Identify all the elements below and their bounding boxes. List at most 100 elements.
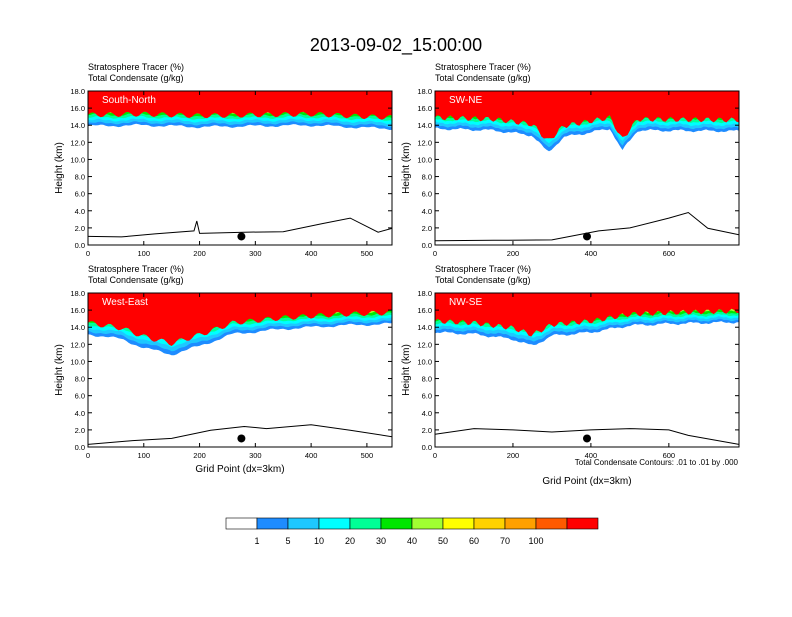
- y-tick-label: 18.0: [70, 289, 85, 298]
- y-tick-label: 6.0: [422, 190, 432, 199]
- y-tick-label: 12.0: [417, 340, 432, 349]
- colorbar-label: 40: [407, 536, 417, 546]
- y-tick-label: 12.0: [417, 138, 432, 147]
- panel-title-condensate: Total Condensate (g/kg): [88, 73, 184, 83]
- panel-west-east: Stratosphere Tracer (%)Total Condensate …: [54, 264, 393, 475]
- y-tick-label: 0.0: [422, 443, 432, 452]
- panels: Stratosphere Tracer (%)Total Condensate …: [54, 62, 740, 487]
- panel-south-north: Stratosphere Tracer (%)Total Condensate …: [54, 62, 393, 258]
- colorbar-label: 20: [345, 536, 355, 546]
- y-tick-label: 0.0: [75, 443, 85, 452]
- x-tick-label: 100: [138, 249, 151, 258]
- panel-nw-se: Stratosphere Tracer (%)Total Condensate …: [401, 264, 740, 487]
- tracer-band-100: [88, 91, 392, 120]
- y-tick-label: 14.0: [417, 121, 432, 130]
- panel-title-condensate: Total Condensate (g/kg): [435, 275, 531, 285]
- y-tick-label: 0.0: [75, 241, 85, 250]
- colorbar-label: 5: [285, 536, 290, 546]
- colorbar-swatch: [349, 517, 382, 530]
- panel-label: SW-NE: [449, 95, 482, 106]
- colorbar-label: 50: [438, 536, 448, 546]
- panel-label: South-North: [102, 95, 156, 106]
- y-tick-label: 6.0: [75, 392, 85, 401]
- colorbar-swatch: [566, 517, 599, 530]
- y-tick-label: 4.0: [422, 409, 432, 418]
- y-tick-label: 0.0: [422, 241, 432, 250]
- x-tick-label: 0: [433, 249, 437, 258]
- panel-title-tracer: Stratosphere Tracer (%): [88, 62, 184, 72]
- x-tick-label: 600: [663, 451, 676, 460]
- colorbar-swatch: [411, 517, 444, 530]
- x-tick-label: 400: [585, 451, 598, 460]
- panel-title-condensate: Total Condensate (g/kg): [88, 275, 184, 285]
- x-axis-label: Grid Point (dx=3km): [542, 476, 631, 487]
- colorbar-label: 70: [500, 536, 510, 546]
- y-tick-label: 10.0: [70, 155, 85, 164]
- figure-title: 2013-09-02_15:00:00: [310, 35, 482, 56]
- location-marker: [237, 232, 246, 241]
- panel-label: West-East: [102, 297, 148, 308]
- x-tick-label: 300: [249, 249, 262, 258]
- tracer-field: [435, 91, 739, 242]
- colorbar-swatch: [504, 517, 537, 530]
- x-tick-label: 200: [193, 451, 206, 460]
- y-tick-label: 12.0: [70, 340, 85, 349]
- colorbar-label: 100: [528, 536, 543, 546]
- terrain-line: [435, 428, 739, 445]
- tracer-field: [435, 293, 739, 445]
- y-axis-label: Height (km): [54, 344, 65, 396]
- x-tick-label: 300: [249, 451, 262, 460]
- y-tick-label: 6.0: [422, 392, 432, 401]
- colorbar-swatch: [225, 517, 258, 530]
- panel-title-tracer: Stratosphere Tracer (%): [435, 264, 531, 274]
- plot-frame: [87, 90, 393, 246]
- colorbar-swatch: [442, 517, 475, 530]
- y-tick-label: 2.0: [422, 224, 432, 233]
- y-axis-label: Height (km): [401, 344, 412, 396]
- colorbar-label: 1: [254, 536, 259, 546]
- y-tick-label: 8.0: [75, 375, 85, 384]
- y-tick-label: 6.0: [75, 190, 85, 199]
- tracer-field: [88, 293, 392, 445]
- colorbar-swatch: [473, 517, 506, 530]
- x-tick-label: 400: [305, 249, 318, 258]
- plot-frame: [434, 90, 740, 246]
- panel-title-tracer: Stratosphere Tracer (%): [435, 62, 531, 72]
- colorbar-label: 30: [376, 536, 386, 546]
- y-axis-label: Height (km): [401, 142, 412, 194]
- y-tick-label: 18.0: [417, 87, 432, 96]
- colorbar-swatch: [256, 517, 289, 530]
- x-tick-label: 600: [663, 249, 676, 258]
- y-tick-label: 10.0: [417, 357, 432, 366]
- y-tick-label: 2.0: [75, 224, 85, 233]
- location-marker: [583, 232, 591, 241]
- x-tick-label: 200: [193, 249, 206, 258]
- terrain-line: [88, 424, 392, 445]
- y-tick-label: 8.0: [422, 173, 432, 182]
- y-tick-label: 16.0: [417, 306, 432, 315]
- y-tick-label: 4.0: [422, 207, 432, 216]
- x-tick-label: 200: [507, 451, 520, 460]
- y-axis-label: Height (km): [54, 142, 65, 194]
- tracer-field: [88, 91, 392, 238]
- location-marker: [583, 434, 591, 443]
- y-tick-label: 10.0: [70, 357, 85, 366]
- x-axis-label: Grid Point (dx=3km): [195, 464, 284, 475]
- colorbar-label: 10: [314, 536, 324, 546]
- y-tick-label: 18.0: [417, 289, 432, 298]
- y-tick-label: 4.0: [75, 409, 85, 418]
- y-tick-label: 10.0: [417, 155, 432, 164]
- colorbar: 1 5 10 20 30 40 50 60 70 100: [225, 517, 599, 546]
- colorbar-swatch: [535, 517, 568, 530]
- y-tick-label: 16.0: [417, 104, 432, 113]
- y-tick-label: 4.0: [75, 207, 85, 216]
- y-tick-label: 2.0: [422, 426, 432, 435]
- y-tick-label: 8.0: [75, 173, 85, 182]
- y-tick-label: 16.0: [70, 104, 85, 113]
- y-tick-label: 2.0: [75, 426, 85, 435]
- y-tick-label: 12.0: [70, 138, 85, 147]
- panel-label: NW-SE: [449, 297, 482, 308]
- location-marker: [237, 434, 246, 443]
